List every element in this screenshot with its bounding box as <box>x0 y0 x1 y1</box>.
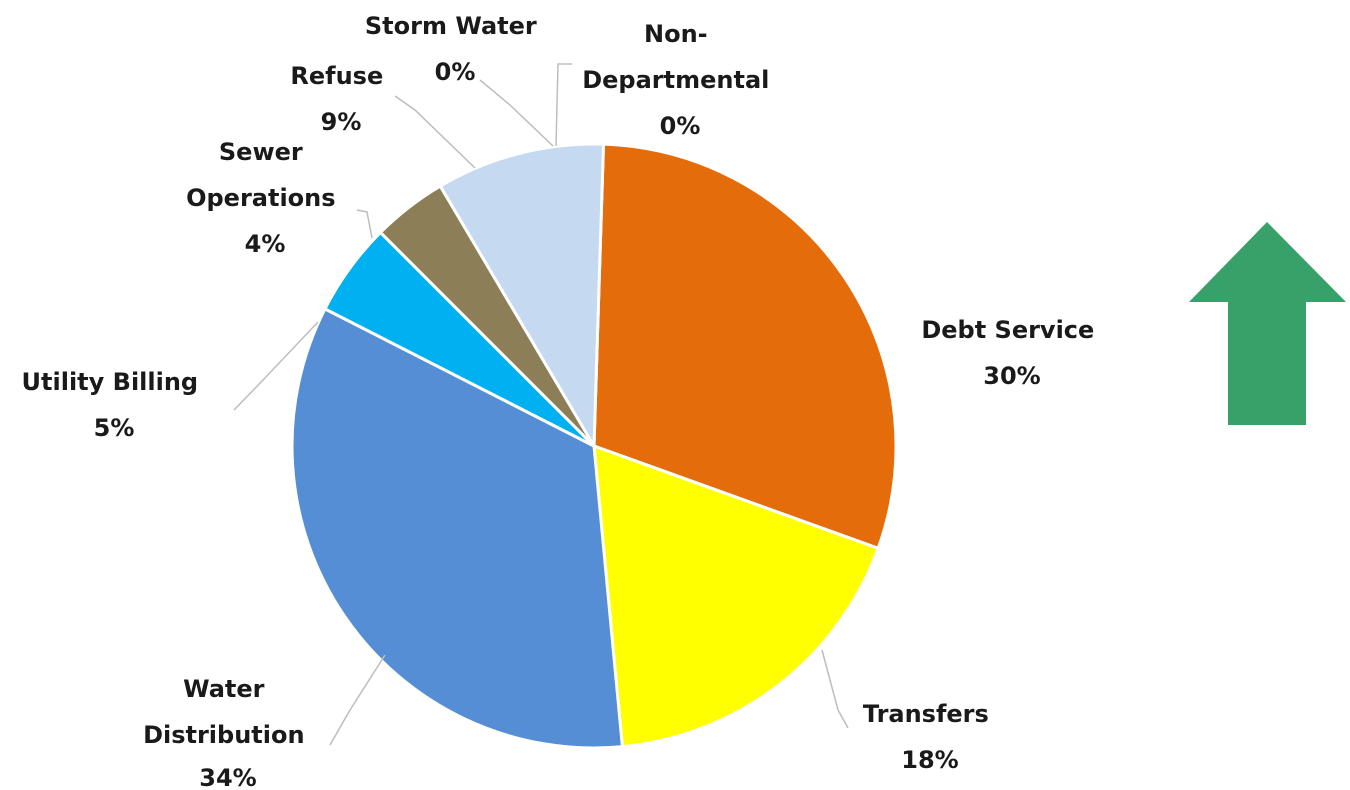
pie-slices <box>290 142 898 750</box>
slice-label-water-distribution: Water Distribution 34% <box>143 675 313 790</box>
slice-label-sewer-operations: Sewer Operations 4% <box>186 138 344 258</box>
leader-utility-billing <box>233 321 319 411</box>
slice-label-utility-billing: Utility Billing 5% <box>22 368 207 442</box>
pie-slice-debt-service <box>592 142 898 551</box>
slice-labels: Storm Water 0% Non- Departmental 0% Refu… <box>22 12 1102 790</box>
leader-storm-water <box>479 79 554 147</box>
leader-non-departmental <box>555 63 572 147</box>
slice-label-refuse: Refuse 9% <box>290 62 391 136</box>
slice-label-debt-service: Debt Service 30% <box>921 316 1102 390</box>
slice-label-non-departmental: Non- Departmental 0% <box>582 20 778 140</box>
pie-slice-refuse <box>438 142 606 452</box>
leader-lines <box>233 63 849 746</box>
pie-slice-transfers <box>592 443 881 749</box>
leader-transfers <box>821 649 849 729</box>
slice-label-storm-water: Storm Water 0% <box>365 12 545 86</box>
up-arrow-icon <box>1189 222 1346 425</box>
leader-sewer-operations <box>356 209 373 239</box>
leader-refuse <box>394 95 476 169</box>
slice-label-transfers: Transfers 18% <box>863 700 997 774</box>
leader-water-distribution <box>329 654 386 746</box>
